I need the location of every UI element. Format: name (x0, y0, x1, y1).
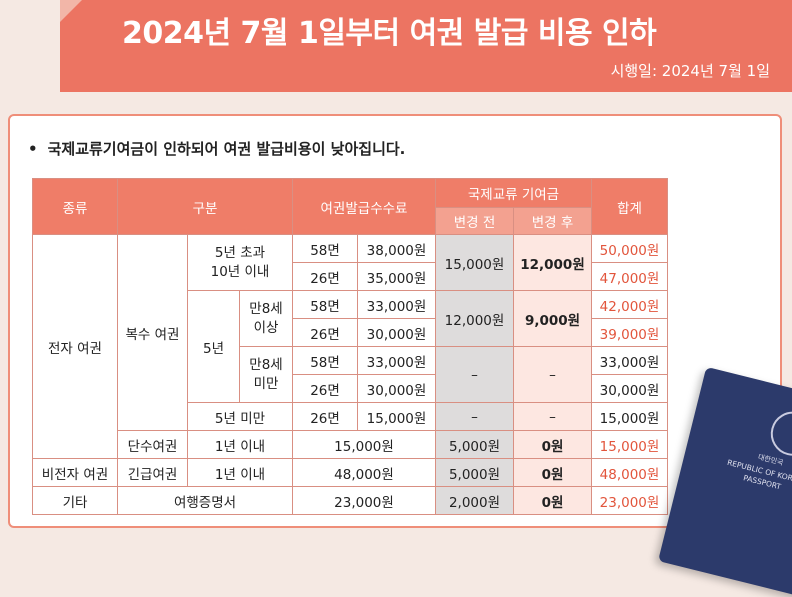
total-cell: 30,000원 (591, 374, 668, 403)
fee-cell: 35,000원 (357, 262, 436, 291)
table-row: 26면 30,000원 39,000원 (33, 318, 668, 347)
fee-cell: 48,000원 (292, 458, 436, 487)
after-cell: – (513, 402, 592, 431)
fee-cell: 23,000원 (292, 486, 436, 515)
page-title: 2024년 7월 1일부터 여권 발급 비용 인하 (122, 16, 657, 51)
age-8-under: 만8세 미만 (239, 346, 293, 403)
passport-fee-table: 종류 구분 여권발급수수료 국제교류 기여금 합계 변경 전 변경 후 전자 여… (32, 178, 668, 515)
fee-cell: 33,000원 (357, 290, 436, 319)
period-over5: 5년 초과 10년 이내 (187, 234, 293, 291)
category-single: 단수여권 (117, 430, 188, 459)
total-cell: 47,000원 (591, 262, 668, 291)
header-type: 종류 (32, 178, 118, 235)
header-issue-fee: 여권발급수수료 (292, 178, 436, 235)
header-before: 변경 전 (435, 207, 514, 235)
before-cell: 12,000원 (435, 290, 514, 347)
before-cell: 5,000원 (435, 458, 514, 487)
table-row: 5년 만8세 이상 58면 33,000원 12,000원 9,000원 42,… (33, 290, 668, 403)
fee-cell: 30,000원 (357, 318, 436, 347)
category-travel-cert: 여행증명서 (117, 486, 293, 515)
age-8-over: 만8세 이상 (239, 290, 293, 347)
pages-cell: 58면 (292, 290, 358, 319)
fee-cell: 30,000원 (357, 374, 436, 403)
after-cell: 12,000원 (513, 234, 592, 291)
fee-cell: 15,000원 (292, 430, 436, 459)
after-cell: 0원 (513, 458, 592, 487)
total-cell: 50,000원 (591, 234, 668, 263)
category-emergency: 긴급여권 (117, 458, 188, 487)
total-cell: 33,000원 (591, 346, 668, 375)
table-row: 만8세 미만 58면 33,000원 – – 33,000원 (33, 346, 668, 403)
effective-date: 시행일: 2024년 7월 1일 (610, 62, 770, 80)
after-cell: – (513, 346, 592, 403)
type-other: 기타 (32, 486, 118, 515)
fee-cell: 33,000원 (357, 346, 436, 375)
header-contribution: 국제교류 기여금 (435, 178, 592, 208)
period-under5: 5년 미만 (187, 402, 293, 431)
before-cell: 2,000원 (435, 486, 514, 515)
total-cell: 15,000원 (591, 430, 668, 459)
before-cell: 15,000원 (435, 234, 514, 291)
pages-cell: 58면 (292, 234, 358, 263)
total-cell: 23,000원 (591, 486, 668, 515)
total-cell: 48,000원 (591, 458, 668, 487)
pages-cell: 26면 (292, 374, 358, 403)
pages-cell: 26면 (292, 318, 358, 347)
type-non-electronic: 비전자 여권 (32, 458, 118, 487)
emblem-icon (766, 407, 792, 461)
table-row: 5년 미만 26면 15,000원 – – 15,000원 (33, 402, 668, 431)
period-within1-emergency: 1년 이내 (187, 458, 293, 487)
after-cell: 0원 (513, 430, 592, 459)
table-row: 기타 여행증명서 23,000원 2,000원 0원 23,000원 (32, 486, 668, 515)
pages-cell: 26면 (292, 402, 358, 431)
pages-cell: 26면 (292, 262, 358, 291)
table-row: 비전자 여권 긴급여권 1년 이내 48,000원 5,000원 0원 48,0… (32, 458, 668, 487)
after-cell: 9,000원 (513, 290, 592, 347)
header-total: 합계 (591, 178, 668, 235)
total-cell: 15,000원 (591, 402, 668, 431)
notice: • 국제교류기여금이 인하되어 여권 발급비용이 낮아집니다. (28, 138, 405, 159)
header-fold-decoration (60, 0, 82, 22)
bullet-icon: • (28, 140, 38, 158)
table-row: 단수여권 1년 이내 15,000원 5,000원 0원 15,000원 (33, 430, 668, 459)
period-five-years: 5년 (187, 290, 240, 403)
before-cell: – (435, 346, 514, 403)
period-within1-single: 1년 이내 (187, 430, 293, 459)
table-row: 전자 여권 복수 여권 5년 초과 10년 이내 58면 38,000원 15,… (32, 234, 668, 459)
table-row: 26면 35,000원 47,000원 (33, 262, 668, 291)
fee-cell: 38,000원 (357, 234, 436, 263)
fee-cell: 15,000원 (357, 402, 436, 431)
type-electronic: 전자 여권 (32, 234, 118, 459)
header-after: 변경 후 (513, 207, 592, 235)
before-cell: 5,000원 (435, 430, 514, 459)
total-cell: 39,000원 (591, 318, 668, 347)
header-category: 구분 (117, 178, 293, 235)
category-multi: 복수 여권 (117, 234, 188, 431)
total-cell: 42,000원 (591, 290, 668, 319)
pages-cell: 58면 (292, 346, 358, 375)
after-cell: 0원 (513, 486, 592, 515)
header-band (60, 0, 792, 92)
before-cell: – (435, 402, 514, 431)
notice-text: 국제교류기여금이 인하되어 여권 발급비용이 낮아집니다. (47, 140, 406, 158)
